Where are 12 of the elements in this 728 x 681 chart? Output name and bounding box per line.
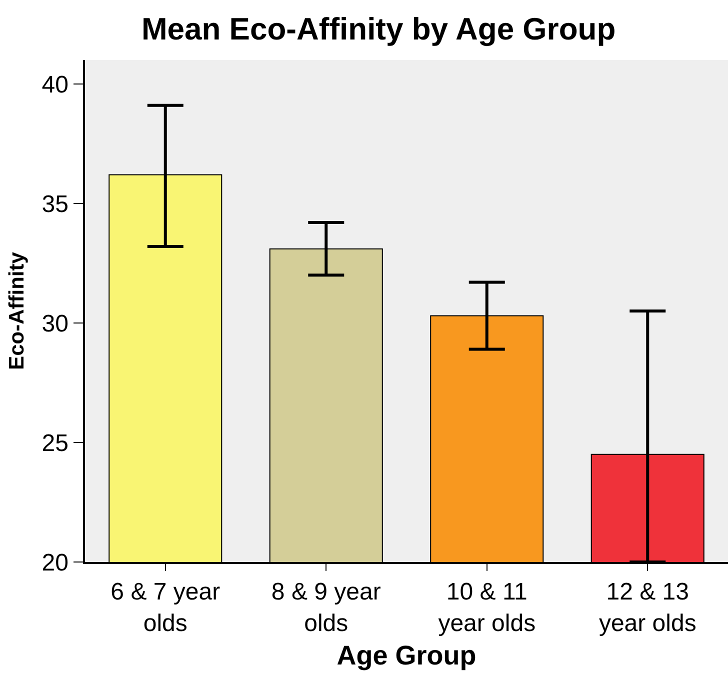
y-tick-label: 25 bbox=[42, 430, 68, 457]
x-axis-title: Age Group bbox=[336, 640, 476, 671]
x-tick-label: 8 & 9 year olds bbox=[271, 578, 381, 637]
chart-title: Mean Eco-Affinity by Age Group bbox=[141, 11, 616, 46]
y-tick-label: 30 bbox=[42, 310, 68, 338]
y-tick-label: 35 bbox=[42, 190, 68, 218]
x-tick-label: 10 & 11 year olds bbox=[438, 578, 536, 637]
y-tick-label: 40 bbox=[42, 71, 68, 98]
y-tick-label: 20 bbox=[42, 549, 68, 576]
x-tick-label: 12 & 13 year olds bbox=[598, 578, 696, 637]
x-tick-label: 6 & 7 year olds bbox=[110, 578, 220, 637]
y-axis-title: Eco-Affinity bbox=[5, 252, 28, 370]
